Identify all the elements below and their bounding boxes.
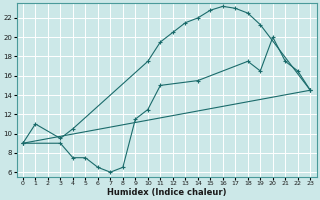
X-axis label: Humidex (Indice chaleur): Humidex (Indice chaleur) [107,188,226,197]
